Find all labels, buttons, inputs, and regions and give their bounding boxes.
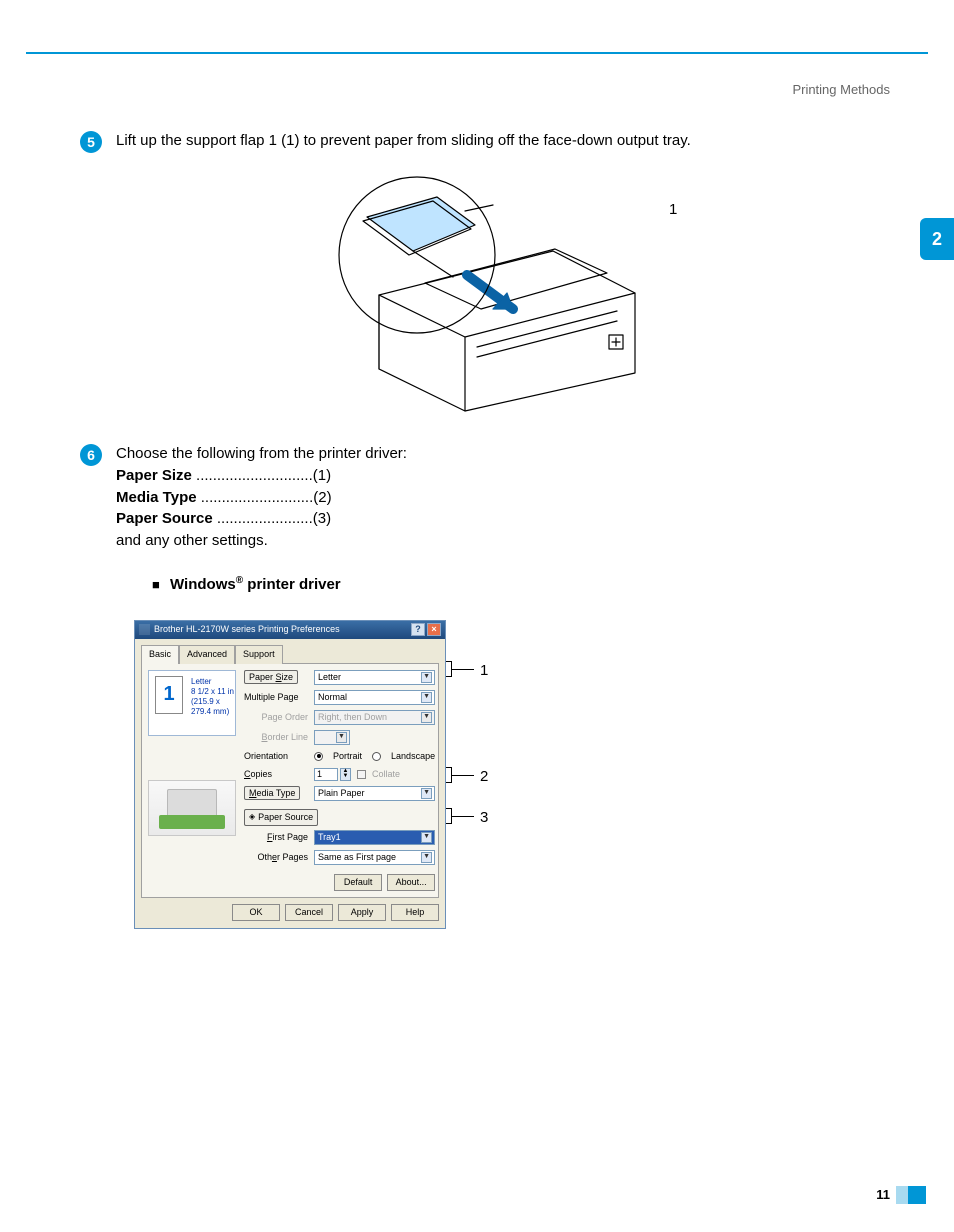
tab-panel-basic: 1 Letter 8 1/2 x 11 in (215.9 x 279.4 mm… [141, 663, 439, 898]
printer-svg [317, 165, 657, 415]
titlebar-help-button[interactable]: ? [411, 623, 425, 636]
printer-illustration: 1 [317, 165, 657, 415]
page-number: 11 [876, 1187, 890, 1202]
radio-landscape[interactable] [372, 752, 381, 761]
apply-button[interactable]: Apply [338, 904, 386, 921]
section-header: Printing Methods [792, 82, 890, 97]
annotation-line-1 [452, 669, 474, 670]
annotation-1: 1 [480, 660, 488, 682]
page-preview-number: 1 [155, 676, 183, 714]
default-button[interactable]: Default [334, 874, 382, 891]
step-5-text: Lift up the support flap 1 (1) to preven… [116, 130, 894, 152]
page-preview: 1 Letter 8 1/2 x 11 in (215.9 x 279.4 mm… [148, 670, 236, 736]
label-first-page: First Page [244, 831, 308, 844]
about-button[interactable]: About... [387, 874, 435, 891]
label-media-type: Media Type [244, 786, 300, 800]
annotation-2: 2 [480, 766, 488, 788]
annotation-line-3 [452, 816, 474, 817]
dialog-wrap: Brother HL-2170W series Printing Prefere… [134, 620, 494, 929]
label-border-line: Border Line [244, 731, 308, 744]
chevron-down-icon: ▼ [421, 788, 432, 799]
app-icon [139, 624, 150, 635]
chevron-down-icon: ▼ [421, 692, 432, 703]
row-multiple-page: Multiple Page Normal▼ [244, 690, 435, 705]
select-first-page[interactable]: Tray1▼ [314, 830, 435, 845]
step-5-badge: 5 [80, 131, 102, 153]
row-other-pages: Other Pages Same as First page▼ [244, 850, 435, 865]
printer-thumbnail [148, 780, 236, 836]
label-copies: Copies [244, 768, 308, 781]
dialog-tabs: Basic Advanced Support [141, 644, 439, 663]
setting-outro: and any other settings. [116, 530, 894, 552]
setting-paper-source: Paper Source .......................(3) [116, 508, 894, 530]
radio-portrait-label: Portrait [333, 750, 362, 763]
corner-decoration [908, 1186, 926, 1204]
bullet-icon: ◈ [249, 811, 255, 823]
select-multiple-page[interactable]: Normal▼ [314, 690, 435, 705]
annotation-line-2 [452, 775, 474, 776]
inner-buttons: Default About... [244, 870, 435, 891]
row-media-type: Media Type Plain Paper▼ [244, 786, 435, 801]
cancel-button[interactable]: Cancel [285, 904, 333, 921]
label-other-pages: Other Pages [244, 851, 308, 864]
setting-media-type: Media Type ...........................(2… [116, 487, 894, 509]
dialog-title: Brother HL-2170W series Printing Prefere… [154, 623, 340, 636]
top-rule [26, 52, 928, 54]
step-6: 6 Choose the following from the printer … [80, 443, 894, 929]
label-orientation: Orientation [244, 750, 308, 763]
copies-input[interactable] [314, 768, 338, 781]
label-page-order: Page Order [244, 711, 308, 724]
select-page-order: Right, then Down▼ [314, 710, 435, 725]
checkbox-collate [357, 770, 366, 779]
select-border-line: ▼ [314, 730, 350, 745]
step-6-intro: Choose the following from the printer dr… [116, 443, 894, 465]
tab-support[interactable]: Support [235, 645, 283, 664]
chevron-down-icon: ▼ [421, 712, 432, 723]
bullet-icon: ■ [152, 577, 160, 592]
select-media-type[interactable]: Plain Paper▼ [314, 786, 435, 801]
step-6-body: Choose the following from the printer dr… [116, 443, 894, 929]
row-paper-size: Paper Size Letter▼ [244, 670, 435, 685]
step-6-badge: 6 [80, 444, 102, 466]
tab-advanced[interactable]: Advanced [179, 645, 235, 664]
chevron-down-icon: ▼ [421, 832, 432, 843]
label-paper-size: Paper Size [244, 670, 298, 684]
dialog-titlebar: Brother HL-2170W series Printing Prefere… [135, 621, 445, 639]
windows-driver-heading: ■ Windows® printer driver [152, 574, 894, 596]
select-paper-size[interactable]: Letter▼ [314, 670, 435, 685]
ok-button[interactable]: OK [232, 904, 280, 921]
row-first-page: First Page Tray1▼ [244, 830, 435, 845]
page-content: 5 Lift up the support flap 1 (1) to prev… [80, 130, 894, 939]
settings-list: Paper Size ............................(… [116, 465, 894, 552]
copies-spinner[interactable]: ▲▼ [314, 768, 351, 781]
annotation-3: 3 [480, 807, 488, 829]
dialog-buttons: OK Cancel Apply Help [135, 904, 445, 928]
step-5: 5 Lift up the support flap 1 (1) to prev… [80, 130, 894, 153]
radio-landscape-label: Landscape [391, 750, 435, 763]
row-orientation: Orientation Portrait Landscape [244, 750, 435, 763]
tab-basic[interactable]: Basic [141, 645, 179, 664]
row-copies: Copies ▲▼ Collate [244, 768, 435, 781]
section-paper-source: ◈ Paper Source [244, 809, 435, 826]
help-button[interactable]: Help [391, 904, 439, 921]
chevron-down-icon: ▼ [336, 732, 347, 743]
figure-callout-1: 1 [669, 201, 677, 218]
select-other-pages[interactable]: Same as First page▼ [314, 850, 435, 865]
chapter-tab: 2 [920, 218, 954, 260]
spinner-buttons[interactable]: ▲▼ [340, 768, 351, 781]
chevron-down-icon: ▼ [421, 852, 432, 863]
dialog-right-column: Paper Size Letter▼ Multiple Page Normal▼… [244, 670, 435, 891]
label-multiple-page: Multiple Page [244, 691, 308, 704]
radio-portrait[interactable] [314, 752, 323, 761]
printing-preferences-dialog: Brother HL-2170W series Printing Prefere… [134, 620, 446, 929]
label-collate: Collate [372, 768, 400, 781]
row-border-line: Border Line ▼ [244, 730, 435, 745]
row-page-order: Page Order Right, then Down▼ [244, 710, 435, 725]
page-preview-meta: Letter 8 1/2 x 11 in (215.9 x 279.4 mm) [191, 677, 235, 717]
setting-paper-size: Paper Size ............................(… [116, 465, 894, 487]
dialog-left-column: 1 Letter 8 1/2 x 11 in (215.9 x 279.4 mm… [148, 670, 236, 891]
titlebar-close-button[interactable]: × [427, 623, 441, 636]
chevron-down-icon: ▼ [421, 672, 432, 683]
